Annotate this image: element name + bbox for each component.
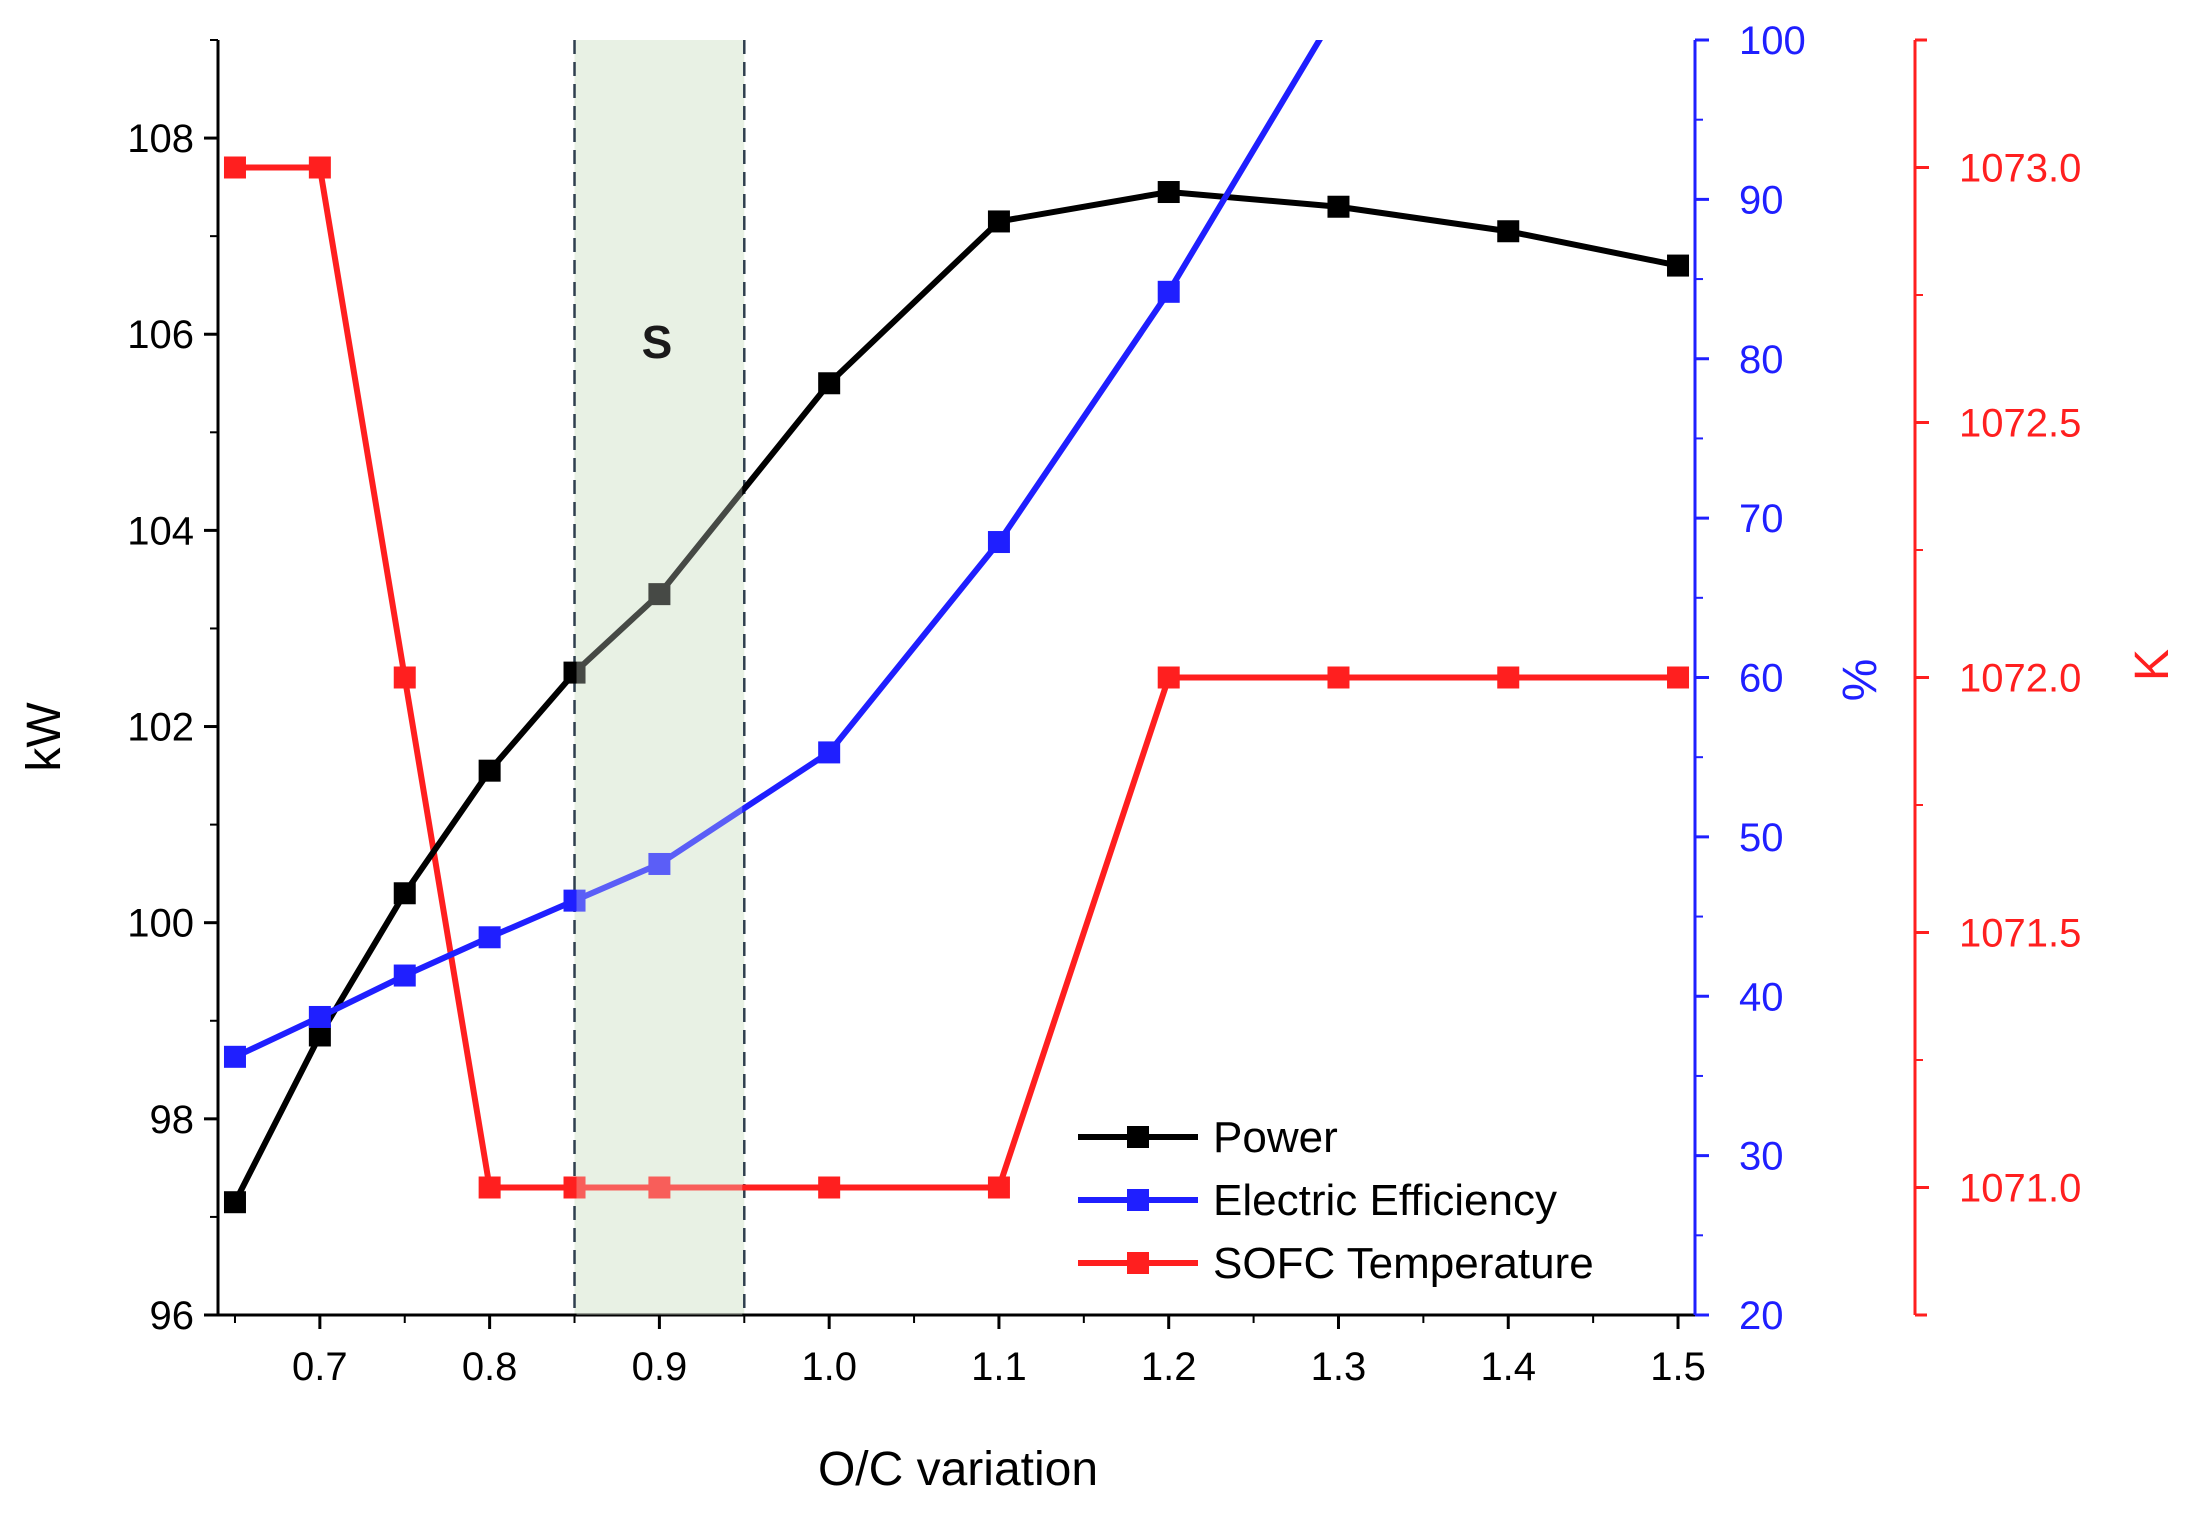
x-tick-label: 1.4 bbox=[1480, 1345, 1536, 1389]
x-tick-label: 0.9 bbox=[632, 1345, 688, 1389]
sofc-temperature-point bbox=[648, 1176, 671, 1199]
electric-efficiency-point bbox=[987, 531, 1010, 554]
series-group bbox=[223, 40, 1690, 1315]
power-point bbox=[393, 882, 416, 905]
axis-titles-group: O/C variation kW % K S bbox=[18, 316, 2179, 1496]
sofc-temperature-point bbox=[1497, 666, 1520, 689]
power-point bbox=[987, 210, 1010, 233]
left-tick-label: 108 bbox=[127, 117, 194, 161]
legend-marker-power bbox=[1127, 1126, 1149, 1148]
electric-efficiency-point bbox=[818, 741, 841, 764]
legend-label-sofc-temperature: SOFC Temperature bbox=[1213, 1239, 1594, 1288]
left-tick-label: 100 bbox=[127, 902, 194, 946]
x-tick-label: 0.8 bbox=[462, 1345, 518, 1389]
right-tick-label: 80 bbox=[1739, 338, 1784, 382]
power-point bbox=[223, 1191, 246, 1214]
left-tick-label: 98 bbox=[150, 1098, 195, 1142]
sofc-temperature-line bbox=[234, 164, 1679, 1191]
x-axis-title: O/C variation bbox=[818, 1443, 1098, 1496]
right-axis-title: % bbox=[1834, 659, 1887, 702]
highlight-region bbox=[574, 40, 745, 1315]
outer-right-tick-label: 1072.0 bbox=[1959, 657, 2081, 701]
right-tick-label: 70 bbox=[1739, 497, 1784, 541]
sofc-temperature-point bbox=[563, 1176, 586, 1199]
sofc-temperature-point bbox=[478, 1176, 501, 1199]
legend-label-power: Power bbox=[1213, 1113, 1338, 1162]
sofc-temperature-point bbox=[1157, 666, 1180, 689]
sofc-temperature-point bbox=[393, 666, 416, 689]
left-tick-label: 96 bbox=[150, 1294, 195, 1338]
left-tick-label: 106 bbox=[127, 313, 194, 357]
axes-group: 0.7 0.8 0.9 1.0 1.1 1.2 1.3 1.4 1.5 96 98 100 102 104… bbox=[127, 19, 2081, 1389]
power-point bbox=[1157, 181, 1180, 204]
highlight-region-group bbox=[573, 40, 746, 1315]
right-tick-label: 30 bbox=[1739, 1135, 1784, 1179]
sofc-temperature-point bbox=[1667, 666, 1690, 689]
left-tick-label: 104 bbox=[127, 509, 194, 553]
power-point bbox=[308, 1024, 331, 1047]
outer-right-axis-title: K bbox=[2126, 649, 2179, 681]
electric-efficiency-point bbox=[1157, 280, 1180, 303]
electric-efficiency-point bbox=[478, 926, 501, 949]
legend-label-electric-efficiency: Electric Efficiency bbox=[1213, 1176, 1557, 1225]
sofc-temperature-point bbox=[987, 1176, 1010, 1199]
power-point bbox=[648, 583, 671, 606]
power-point bbox=[478, 759, 501, 782]
power-line bbox=[232, 189, 1679, 1204]
right-tick-label: 90 bbox=[1739, 178, 1784, 222]
highlight-region-overlay bbox=[576, 40, 743, 1315]
outer-right-tick-label: 1072.5 bbox=[1959, 402, 2081, 446]
right-tick-label: 100 bbox=[1739, 19, 1806, 63]
right-tick-label: 60 bbox=[1739, 657, 1784, 701]
outer-right-tick-label: 1073.0 bbox=[1959, 147, 2081, 191]
electric-efficiency-point bbox=[563, 889, 586, 912]
left-axis-title: kW bbox=[18, 702, 71, 772]
sofc-temperature-point bbox=[223, 156, 246, 179]
outer-right-tick-label: 1071.0 bbox=[1959, 1167, 2081, 1211]
power-point bbox=[563, 661, 586, 684]
x-tick-label: 1.0 bbox=[801, 1345, 857, 1389]
power-point bbox=[1497, 220, 1520, 243]
power-point bbox=[1667, 254, 1690, 277]
sofc-temperature-point bbox=[1327, 666, 1350, 689]
series-clip-group bbox=[223, 40, 1690, 1214]
right-tick-label: 40 bbox=[1739, 975, 1784, 1019]
left-tick-label: 102 bbox=[127, 706, 194, 750]
electric-efficiency-line bbox=[233, 40, 1323, 1060]
sofc-temperature-point bbox=[308, 156, 331, 179]
x-tick-label: 1.5 bbox=[1650, 1345, 1706, 1389]
power-point bbox=[1327, 195, 1350, 218]
legend-marker-electric-efficiency bbox=[1127, 1189, 1149, 1211]
right-tick-label: 50 bbox=[1739, 816, 1784, 860]
electric-efficiency-point bbox=[223, 1045, 246, 1068]
outer-right-tick-label: 1071.5 bbox=[1959, 912, 2081, 956]
legend-marker-sofc-temperature bbox=[1127, 1252, 1149, 1274]
x-tick-label: 1.3 bbox=[1311, 1345, 1367, 1389]
sofc-temperature-point bbox=[818, 1176, 841, 1199]
x-tick-label: 1.1 bbox=[971, 1345, 1027, 1389]
region-label: S bbox=[642, 316, 673, 368]
electric-efficiency-point bbox=[393, 964, 416, 987]
legend: Power Electric Efficiency SOFC Temperature bbox=[1078, 1113, 1594, 1288]
x-tick-label: 1.2 bbox=[1141, 1345, 1197, 1389]
power-point bbox=[818, 372, 841, 395]
x-tick-label: 0.7 bbox=[292, 1345, 348, 1389]
electric-efficiency-point bbox=[648, 852, 671, 875]
right-tick-label: 20 bbox=[1739, 1294, 1784, 1338]
electric-efficiency-point bbox=[308, 1005, 331, 1028]
